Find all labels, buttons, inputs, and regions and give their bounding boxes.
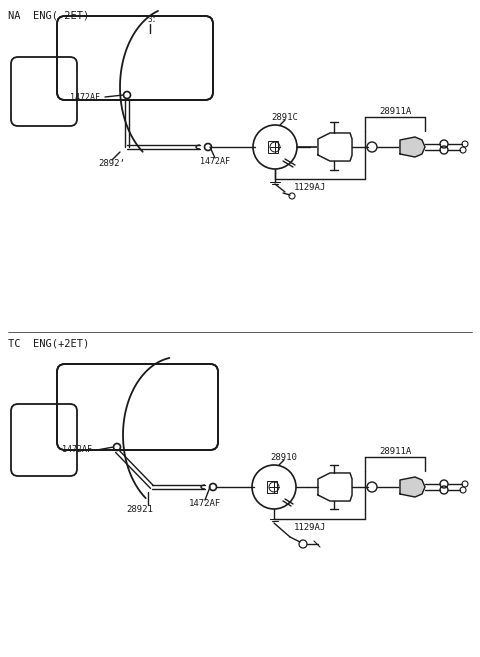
Text: 28910: 28910 — [271, 453, 298, 461]
Bar — [268, 141, 278, 153]
Text: 28911A: 28911A — [379, 106, 411, 116]
Polygon shape — [400, 137, 425, 157]
Text: 1129AJ: 1129AJ — [294, 183, 326, 191]
Text: TC  ENG(+2ET): TC ENG(+2ET) — [8, 339, 89, 349]
Polygon shape — [400, 477, 425, 497]
Text: 1472AF: 1472AF — [200, 156, 230, 166]
Text: 1129AJ: 1129AJ — [294, 522, 326, 532]
Text: 1472AF: 1472AF — [62, 445, 92, 455]
FancyBboxPatch shape — [63, 374, 203, 442]
Text: 1472AF: 1472AF — [70, 93, 100, 101]
Text: 3:: 3: — [147, 16, 156, 24]
Text: NA  ENG(-2ET): NA ENG(-2ET) — [8, 11, 89, 21]
Polygon shape — [318, 133, 352, 161]
Polygon shape — [318, 473, 352, 501]
FancyBboxPatch shape — [63, 26, 203, 92]
Text: 28911A: 28911A — [379, 447, 411, 455]
Text: 2891C: 2891C — [272, 112, 299, 122]
Text: 28921: 28921 — [127, 505, 154, 514]
Text: 1472AF: 1472AF — [189, 499, 221, 507]
Text: 2892ʼ: 2892ʼ — [98, 158, 125, 168]
Bar — [267, 481, 277, 493]
